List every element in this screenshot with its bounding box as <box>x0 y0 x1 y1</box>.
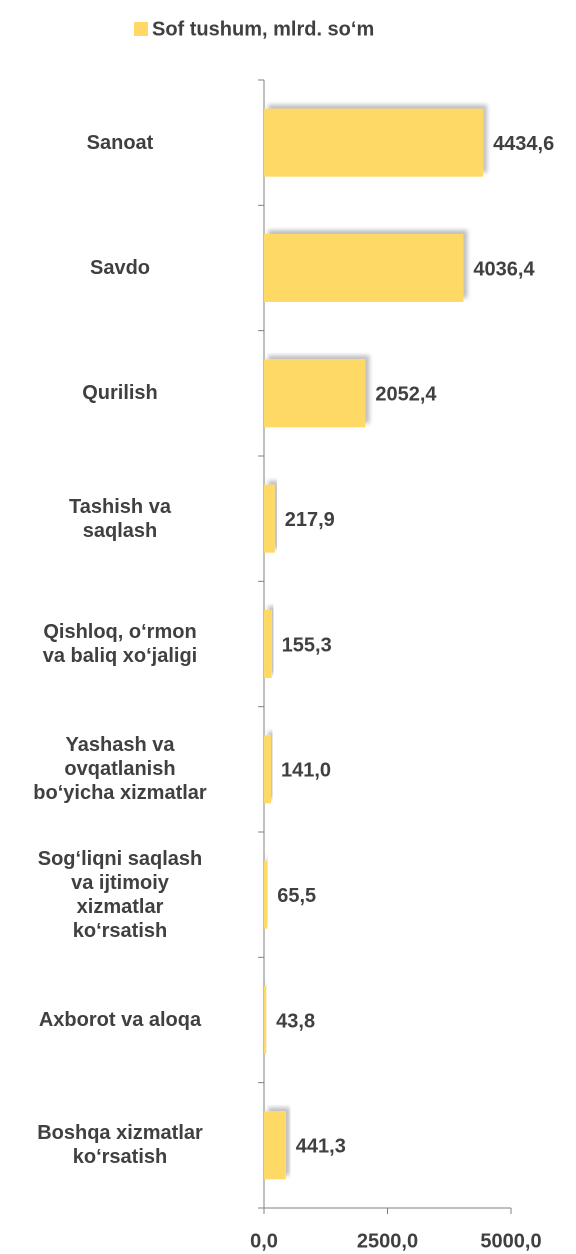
value-label: 441,3 <box>296 1136 346 1158</box>
bar <box>264 108 484 177</box>
value-label: 4434,6 <box>493 133 554 155</box>
x-tick-label: 5000,0 <box>480 1230 541 1252</box>
value-label: 43,8 <box>276 1010 315 1032</box>
value-label: 65,5 <box>277 885 316 907</box>
value-label: 141,0 <box>281 760 331 782</box>
value-label: 217,9 <box>285 509 335 531</box>
bar <box>264 735 271 804</box>
bar <box>264 610 272 678</box>
category-label: Sanoat <box>86 131 154 154</box>
category-label: Axborot va aloqa <box>38 1009 202 1031</box>
bar <box>264 234 464 302</box>
legend-label: Sof tushum, mlrd. so‘m <box>152 18 374 40</box>
bar <box>264 1111 286 1180</box>
bar <box>264 986 267 1054</box>
x-tick-label: 0,0 <box>250 1230 278 1252</box>
category-label: Yashash va ovqatlanish bo‘yicha xizmatla… <box>33 734 207 805</box>
category-label: Qishloq, o‘rmon va baliq xo‘jaligi <box>42 621 198 667</box>
category-label: Savdo <box>89 257 151 279</box>
value-label: 2052,4 <box>375 384 437 406</box>
bar <box>264 860 268 929</box>
bar <box>264 359 366 428</box>
category-label: Qurilish <box>82 382 158 405</box>
category-label: Boshqa xizmatlar ko‘rsatish <box>37 1122 203 1169</box>
category-label: Sog‘liqni saqlash va ijtimoiy xizmatlar … <box>37 847 203 942</box>
x-tick-label: 2500,0 <box>357 1230 418 1252</box>
value-label: 4036,4 <box>473 258 535 280</box>
value-label: 155,3 <box>282 634 332 656</box>
legend-swatch <box>134 22 148 36</box>
category-label: Tashish va saqlash <box>69 495 171 542</box>
bar <box>264 484 275 553</box>
